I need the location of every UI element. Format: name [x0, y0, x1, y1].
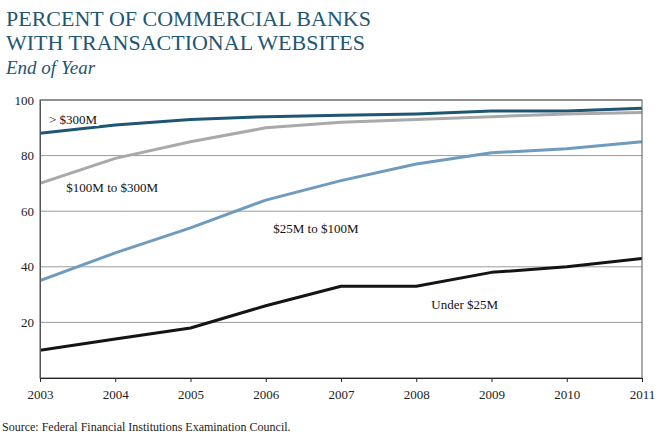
title-line: PERCENT OF COMMERCIAL BANKS	[6, 6, 371, 31]
x-tick-mark	[191, 378, 192, 382]
series-label: > $300M	[49, 112, 98, 127]
x-tick-mark	[416, 378, 417, 382]
x-tick-label: 2011	[630, 387, 656, 402]
series-labels: > $300M $100M to $300M $25M to $100M Under …	[49, 112, 499, 312]
series-label: $25M to $100M	[273, 221, 359, 236]
x-tick-mark	[567, 378, 568, 382]
plot: 2003 2004 2005 2006 2007 2008 2009 2010 2011 20 40…	[15, 93, 656, 403]
x-axis-line	[41, 379, 643, 383]
x-tick-label: 2005	[178, 387, 204, 402]
subtitle: End of Year	[5, 57, 96, 78]
y-tick: 20	[21, 315, 40, 330]
grid-line	[40, 322, 642, 323]
x-tick-label: 2010	[554, 387, 580, 402]
y-tick: 60	[21, 204, 40, 219]
x-tick-label: 2008	[404, 387, 430, 402]
x-tick-label: 2009	[479, 387, 505, 402]
title-line: WITH TRANSACTIONAL WEBSITES	[6, 30, 365, 55]
x-tick-mark	[266, 378, 267, 382]
y-tick-label: 20	[21, 315, 34, 330]
y-tick-label: 40	[21, 259, 34, 274]
chart: PERCENT OF COMMERCIAL BANKSWITH TRANSACT…	[0, 0, 664, 437]
x-tick: 2003	[28, 378, 54, 402]
x-axis: 2003 2004 2005 2006 2007 2008 2009 2010 2011	[28, 378, 656, 402]
series-line	[40, 258, 642, 350]
x-tick-label: 2004	[103, 387, 130, 402]
title: PERCENT OF COMMERCIAL BANKSWITH TRANSACT…	[6, 6, 371, 55]
y-axis: 20 40 60 80 100	[15, 93, 41, 379]
grid-line	[40, 211, 642, 212]
x-tick-mark	[642, 378, 643, 382]
source: Source: Federal Financial Institutions E…	[2, 420, 291, 434]
x-tick: 2008	[404, 378, 430, 402]
y-tick-label: 60	[21, 204, 34, 219]
x-tick: 2004	[103, 378, 130, 402]
series-line	[40, 142, 642, 281]
series-line	[40, 113, 642, 184]
y-tick: 40	[21, 259, 40, 274]
plot-frame	[40, 100, 642, 378]
x-tick-label: 2007	[329, 387, 356, 402]
x-tick: 2007	[329, 378, 356, 402]
series-label: Under $25M	[431, 297, 498, 312]
series-label: $100M to $300M	[66, 180, 158, 195]
grid	[40, 100, 642, 322]
x-tick: 2006	[253, 378, 280, 402]
x-tick-mark	[492, 378, 493, 382]
y-axis-line	[40, 101, 41, 379]
x-tick-label: 2006	[253, 387, 280, 402]
x-tick-mark	[341, 378, 342, 382]
x-tick: 2011	[630, 378, 656, 402]
lines	[40, 108, 642, 350]
x-tick-label: 2003	[28, 387, 54, 402]
y-tick: 80	[21, 148, 40, 163]
x-tick: 2005	[178, 378, 204, 402]
x-tick-mark	[40, 378, 41, 382]
x-tick-mark	[115, 378, 116, 382]
x-tick: 2009	[479, 378, 505, 402]
y-tick: 100	[15, 93, 41, 108]
x-tick: 2010	[554, 378, 580, 402]
y-tick-label: 80	[21, 148, 34, 163]
y-tick-label: 100	[15, 93, 35, 108]
